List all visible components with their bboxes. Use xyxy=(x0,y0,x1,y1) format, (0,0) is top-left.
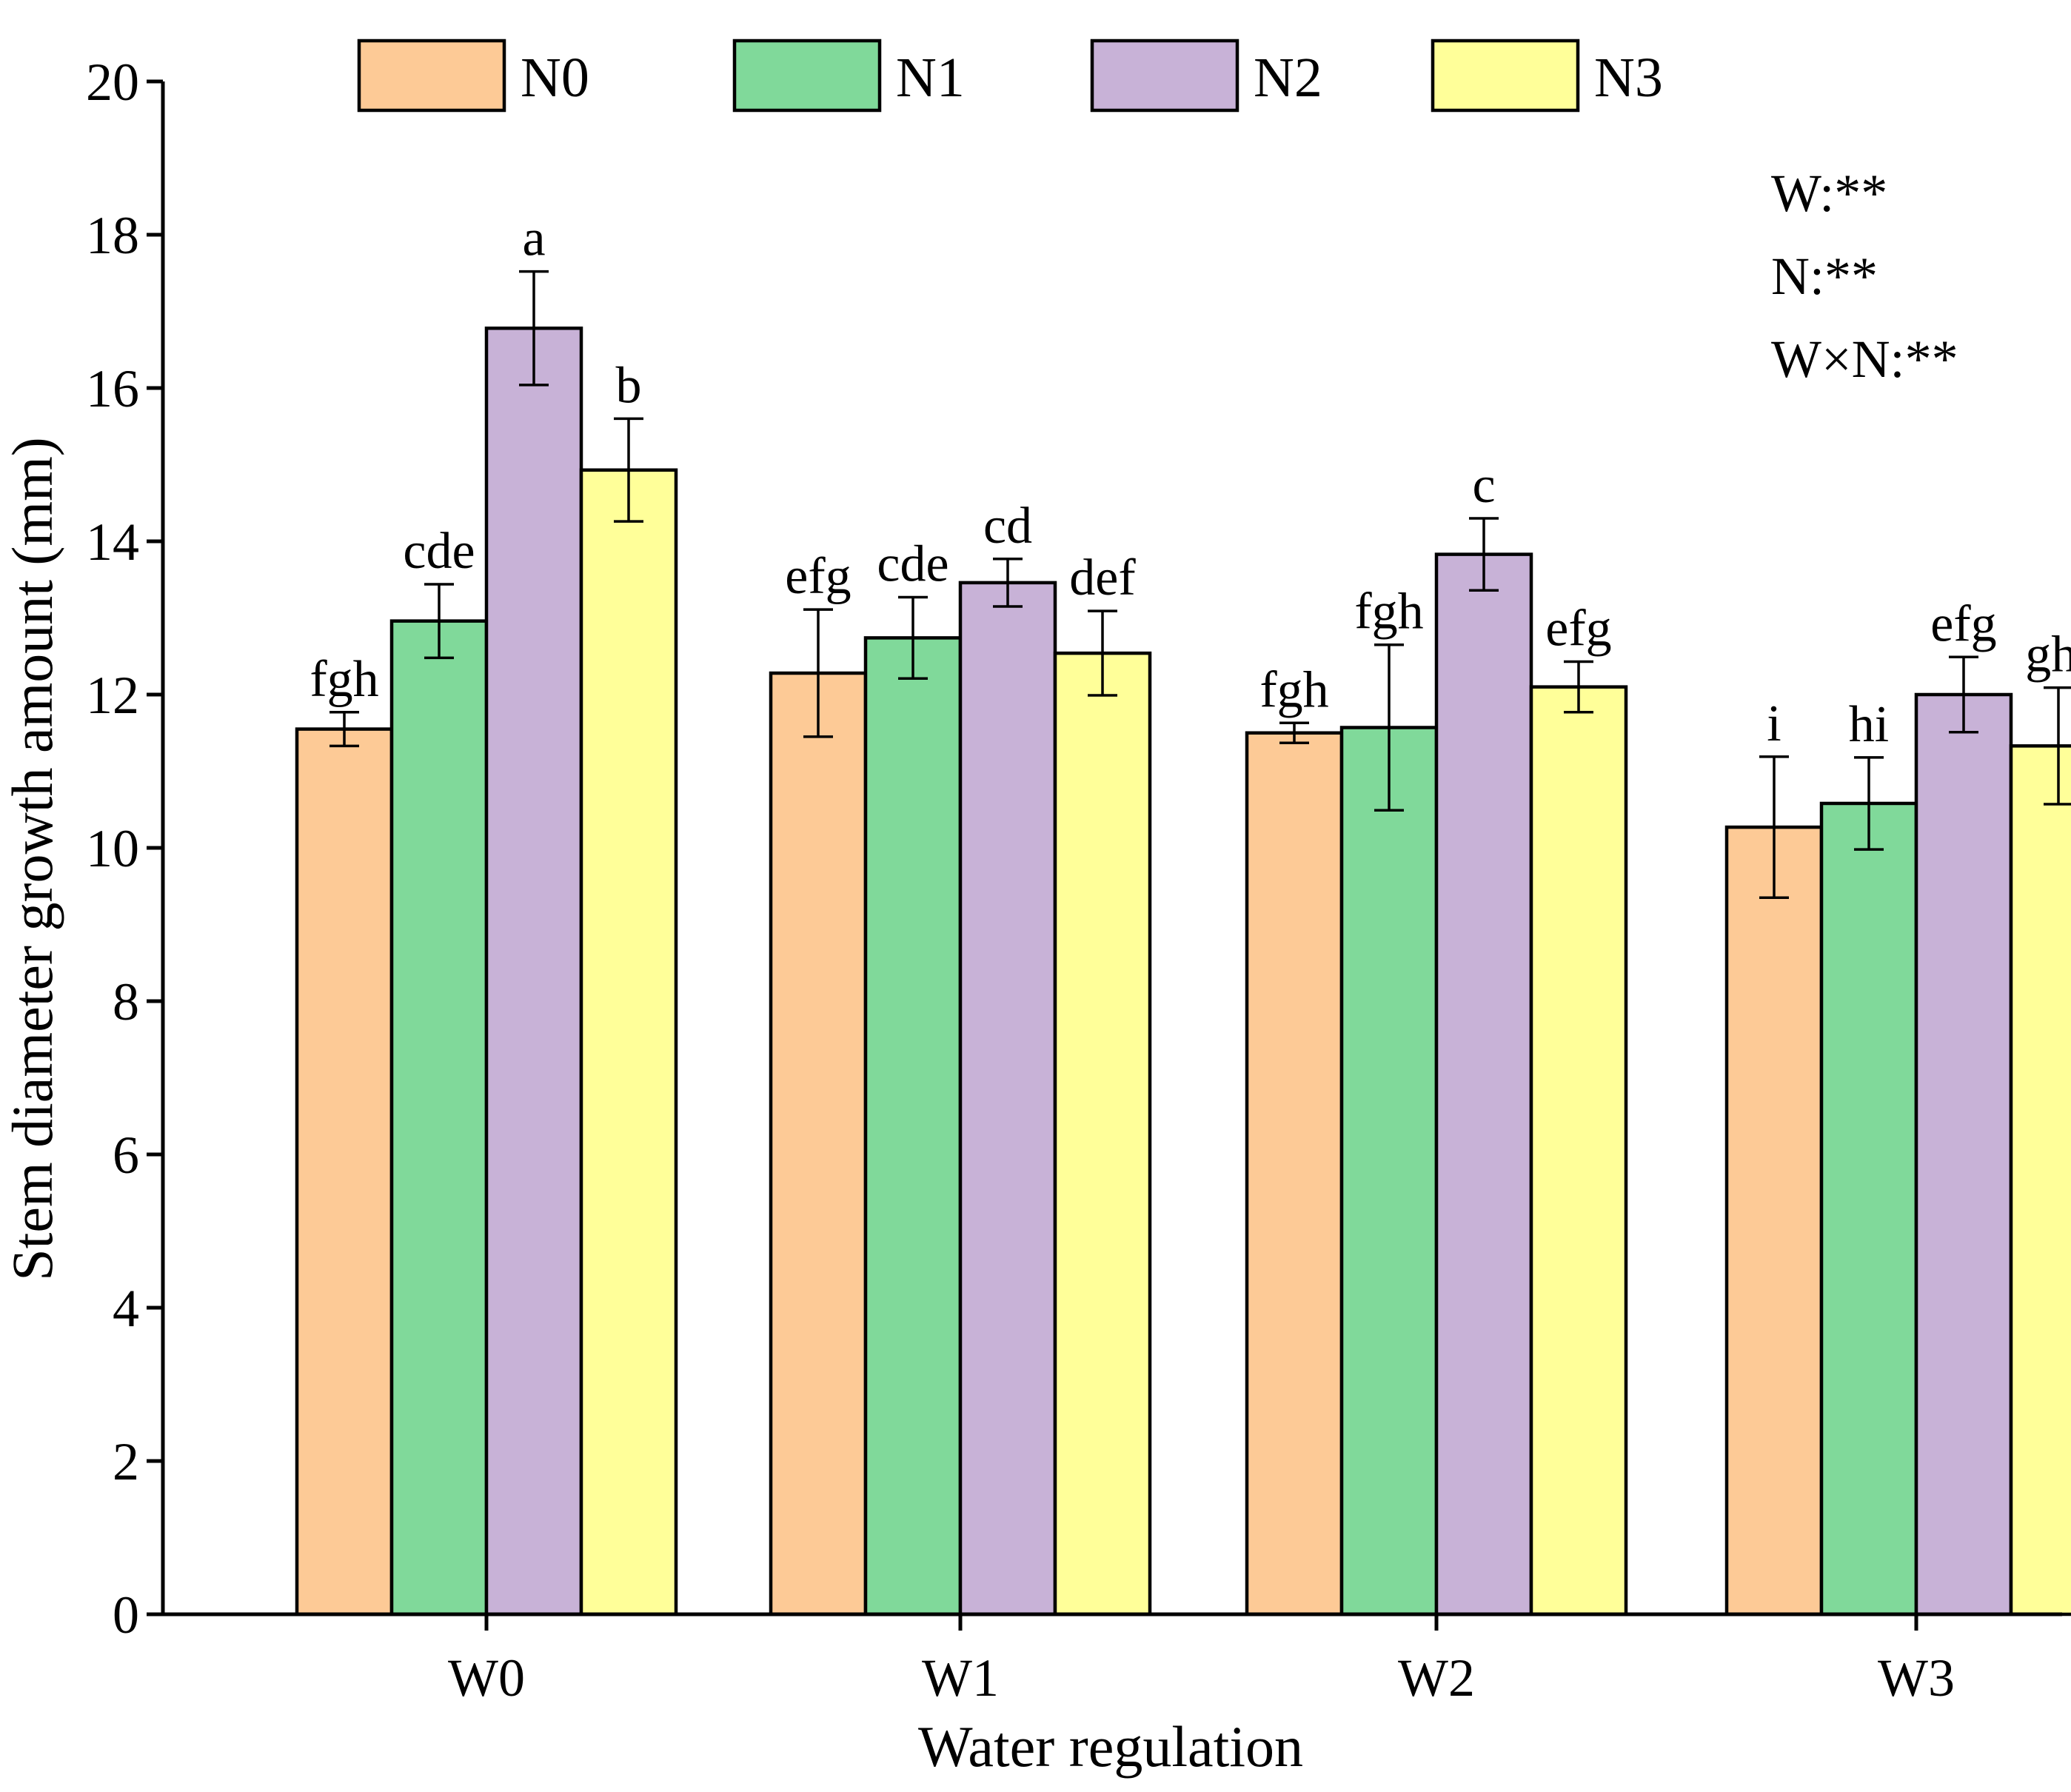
legend-swatch-n3 xyxy=(1431,39,1580,113)
bar-n2-w2 xyxy=(1434,552,1533,1617)
bar-n0-w2 xyxy=(1245,731,1344,1617)
y-axis-title: Stem diameter growth amount (mm) xyxy=(0,437,64,1280)
x-ticks: W0 W1 W2 W3 xyxy=(448,1614,1955,1708)
significance-letter: fgh xyxy=(1259,661,1328,718)
x-tick-label: W2 xyxy=(1398,1648,1475,1708)
significance-letter: ghi xyxy=(2025,626,2071,683)
bar-n3-w3 xyxy=(2009,744,2071,1617)
x-axis-title: Water regulation xyxy=(918,1714,1303,1779)
y-tick-label: 8 xyxy=(113,972,139,1032)
bars-layer: fghcdeabefgcdecddeffghfghcefgihiefgghi xyxy=(295,210,2071,1617)
bar-n3-w0 xyxy=(579,468,678,1617)
x-tick-label: W0 xyxy=(448,1648,525,1708)
bar-n3-w2 xyxy=(1529,685,1628,1617)
bar-n1-w3 xyxy=(1819,801,1918,1617)
significance-letter: cde xyxy=(403,523,475,580)
significance-letter: efg xyxy=(1930,595,1996,652)
bar-n1-w1 xyxy=(863,636,963,1617)
significance-letter: b xyxy=(616,357,642,414)
y-tick-label: 14 xyxy=(86,512,139,572)
bar-n1-w2 xyxy=(1339,726,1439,1617)
legend-swatch-n0 xyxy=(357,39,506,113)
x-tick-label: W3 xyxy=(1878,1648,1955,1708)
significance-letter: hi xyxy=(1849,696,1889,753)
significance-annotations: W:** N:** W×N:** xyxy=(1771,164,1958,389)
y-tick-label: 0 xyxy=(113,1585,139,1645)
anova-annotation: W:** xyxy=(1771,164,1887,223)
legend: N0 N1 N2 N3 xyxy=(357,39,1663,113)
y-tick-label: 16 xyxy=(86,359,139,418)
significance-letter: def xyxy=(1069,549,1136,606)
bar-n0-w3 xyxy=(1724,825,1824,1617)
x-tick-label: W1 xyxy=(922,1648,999,1708)
legend-label-n1: N1 xyxy=(896,47,965,109)
legend-label-n3: N3 xyxy=(1594,47,1663,109)
significance-letter: c xyxy=(1472,457,1495,514)
y-tick-label: 4 xyxy=(113,1279,139,1338)
y-tick-label: 18 xyxy=(86,206,139,265)
significance-letter: cde xyxy=(877,536,948,593)
bar-n3-w1 xyxy=(1053,651,1152,1617)
anova-annotation: W×N:** xyxy=(1771,330,1958,389)
significance-letter: efg xyxy=(1545,600,1611,657)
y-tick-label: 6 xyxy=(113,1126,139,1185)
bar-n2-w3 xyxy=(1914,692,2013,1617)
y-ticks: 0 2 4 6 8 10 12 14 16 18 20 xyxy=(86,53,163,1645)
significance-letter: efg xyxy=(785,548,851,605)
bar-n2-w0 xyxy=(484,327,583,1617)
legend-swatch-n1 xyxy=(732,39,882,113)
significance-letter: a xyxy=(522,210,545,267)
bar-n0-w1 xyxy=(769,671,868,1617)
bar-n1-w0 xyxy=(389,619,489,1617)
significance-letter: cd xyxy=(983,498,1032,555)
legend-label-n0: N0 xyxy=(521,47,589,109)
y-tick-label: 10 xyxy=(86,819,139,878)
significance-letter: i xyxy=(1767,695,1781,752)
anova-annotation: N:** xyxy=(1771,247,1878,306)
bar-n0-w0 xyxy=(295,727,394,1617)
bar-n2-w1 xyxy=(958,581,1057,1617)
y-tick-label: 12 xyxy=(86,666,139,725)
significance-letter: fgh xyxy=(310,651,378,708)
y-tick-label: 20 xyxy=(86,53,139,112)
legend-swatch-n2 xyxy=(1090,39,1239,113)
significance-letter: fgh xyxy=(1354,584,1423,641)
legend-label-n2: N2 xyxy=(1254,47,1322,109)
y-tick-label: 2 xyxy=(113,1432,139,1491)
